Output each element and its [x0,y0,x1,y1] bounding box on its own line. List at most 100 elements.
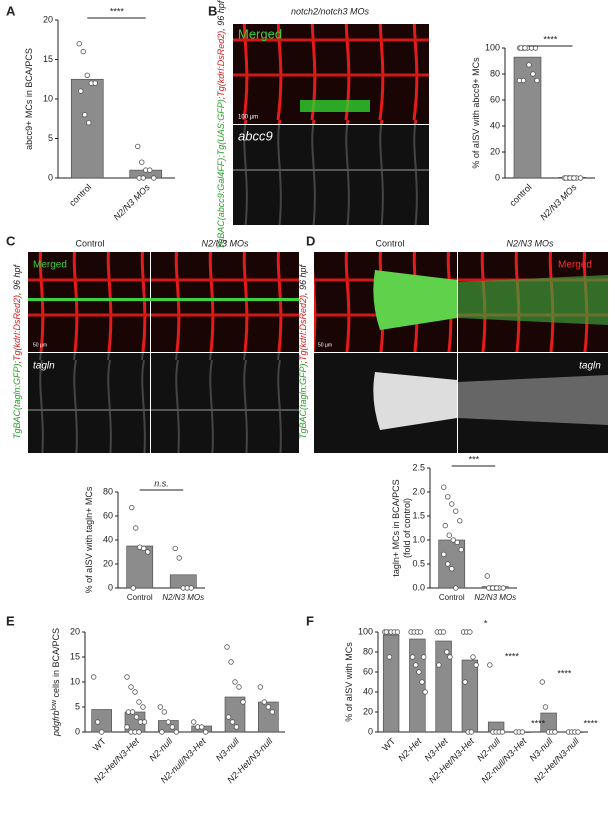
micrograph-signal [458,375,608,425]
y-tick-label: 80 [103,486,113,496]
data-point [133,525,139,531]
data-point [257,684,264,690]
data-point [94,719,101,725]
data-point [420,654,427,660]
y-tick-label: 20 [103,558,113,568]
data-point [90,674,97,680]
data-point [416,669,422,675]
data-point [526,62,532,68]
micrograph [28,353,150,453]
data-point [228,659,234,665]
data-point [86,119,92,126]
bar [224,696,246,733]
micrograph-signal [373,372,457,430]
x-tick-label: WT [91,736,108,753]
y-tick-label: 40 [103,534,113,544]
data-point [232,679,238,685]
data-point [577,175,584,181]
data-point [136,729,142,735]
y-axis-label-text: % of aISV with tagln+ MCs [84,486,94,593]
data-point [161,709,168,715]
data-point [494,585,500,591]
data-point [445,494,451,500]
data-point [147,167,153,173]
y-tick-label: 5 [75,701,80,711]
data-point [383,629,390,635]
y-axis-label-text: % of aISV with MCs [344,642,354,722]
y-tick-label: 100 [358,626,373,636]
merged-label: Merged [558,260,592,271]
column-label: Control [375,238,404,248]
y-tick-label: 0 [48,172,53,182]
side-red: ;Tg(kdrl:DsRed2) [298,295,308,364]
x-tick-label: Control [439,593,465,602]
y-tick-label: 20 [43,14,53,24]
micrograph [28,252,150,352]
panel-letter: A [6,3,16,18]
data-point [76,41,82,47]
x-tick-label: control [507,182,533,208]
data-point [188,585,194,591]
y-tick-label: 80 [363,646,373,656]
y-tick-label: 10 [70,676,80,686]
x-tick-label: Control [127,593,153,602]
side-red: ;Tg(kdrl:DsRed2) [12,295,22,364]
data-point [236,684,242,690]
data-point [453,508,459,514]
y-tick-label: 1.5 [412,510,425,520]
micrograph-signal [28,298,299,301]
side-label: TgBAC(tagln:GFP);Tg(kdrl:DsRed2), 96 hpf [12,263,22,439]
significance-label: **** [505,651,520,661]
y-axis-label-tail: cells in BCA/PCS [51,628,61,700]
data-point [519,729,526,735]
marker-label: abcc9 [238,128,273,143]
y-tick-label: 40 [363,686,373,696]
y-axis-label-line: tagln+ MCs in BCA/PCS [391,479,401,576]
y-tick-label: 40 [490,120,500,130]
data-point [269,709,276,715]
significance-label: * [484,618,488,628]
data-point [445,561,451,567]
data-point [522,45,528,51]
data-point [552,729,558,735]
x-tick-label: N2/N3 MOs [538,182,579,223]
data-point [136,699,142,705]
y-tick-label: 20 [490,146,500,156]
data-point [422,689,428,695]
data-point [487,662,493,668]
y-axis-label-text: % of aISV with abcc9+ MCs [471,57,481,169]
y-tick-label: 20 [70,626,80,636]
data-point [539,679,546,685]
data-point [80,48,86,55]
data-point [499,729,506,735]
side-black: , 96 hpf [298,263,308,295]
data-point [140,704,146,710]
data-point [165,719,172,725]
data-point [265,704,272,710]
data-point [473,662,479,668]
side-black: , 96 hpf [216,0,226,31]
y-tick-label: 15 [70,651,80,661]
y-axis-label: % of aISV with tagln+ MCs [84,486,94,593]
side-label: TgBAC(abcc9:Gal4FF);Tg(UAS:GFP);Tg(kdrl:… [216,0,226,249]
column-label: Control [75,238,104,248]
y-tick-label: 0 [108,582,113,592]
side-green: TgBAC(abcc9:Gal4FF);Tg(UAS:GFP) [216,99,226,249]
data-point [441,484,447,490]
data-point [467,629,473,635]
data-point [468,729,475,735]
bar [461,659,479,733]
data-point [141,545,147,552]
data-point [419,679,425,685]
side-black: , 96 hpf [12,263,22,295]
scale-label: 50 µm [33,342,47,348]
y-tick-label: 2.0 [412,486,425,496]
data-point [447,654,453,660]
x-tick-label: N2/N3 MOs [112,182,153,223]
data-point [140,175,146,181]
y-axis-label: tagln+ MCs in BCA/PCS(fold of control) [391,479,412,576]
panel-letter: D [306,233,315,248]
data-point [92,80,98,86]
scale-label: 100 µm [238,115,258,121]
x-tick-label: N2/N3 MOs [162,593,204,602]
